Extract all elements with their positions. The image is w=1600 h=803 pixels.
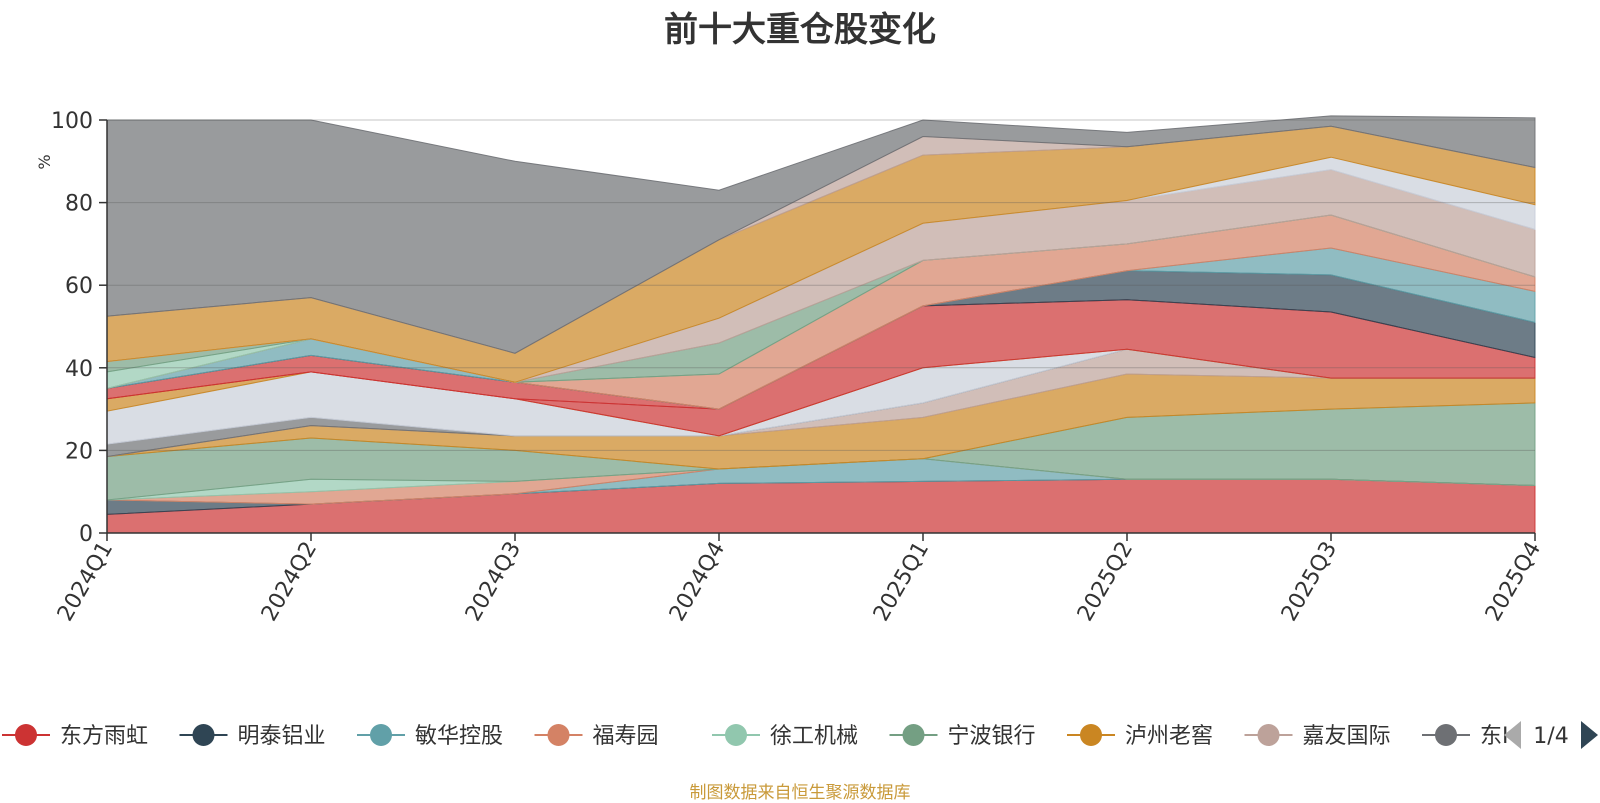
area-series-22[interactable] <box>106 115 1536 354</box>
legend: 东方雨虹 明泰铝业 敏华控股 福寿园 徐工机械 宁波银行 泸州老窖 嘉友国际 东I 1/4 <box>2 721 1598 749</box>
legend-label: 敏华控股 <box>415 724 503 749</box>
legend-item[interactable]: 嘉友国际 <box>1244 724 1391 749</box>
legend-next-page-icon[interactable] <box>1581 721 1598 749</box>
legend-marker-icon <box>725 724 747 746</box>
x-tick-label: 2025Q1 <box>869 538 934 626</box>
x-tick-label: 2024Q4 <box>665 538 730 626</box>
legend-item[interactable]: 东I <box>1422 724 1509 749</box>
x-tick-label: 2025Q3 <box>1277 538 1342 626</box>
source-note: 制图数据来自恒生聚源数据库 <box>689 783 911 803</box>
x-tick-label: 2025Q2 <box>1073 538 1138 626</box>
legend-marker-icon <box>15 724 37 746</box>
y-tick-label: 100 <box>51 109 93 134</box>
legend-label: 宁波银行 <box>948 724 1036 749</box>
legend-marker-icon <box>1080 724 1102 746</box>
legend-item[interactable]: 徐工机械 <box>712 724 858 749</box>
x-tick-label: 2025Q4 <box>1481 538 1546 626</box>
y-axis-label: % <box>35 154 54 169</box>
legend-marker-icon <box>1257 724 1280 746</box>
legend-item[interactable]: 东方雨虹 <box>2 724 148 749</box>
legend-label: 东I <box>1480 724 1509 749</box>
legend-label: 泸州老窖 <box>1125 724 1213 749</box>
legend-item[interactable]: 福寿园 <box>534 724 659 749</box>
legend-prev-page-icon[interactable] <box>1504 721 1521 749</box>
y-tick-label: 40 <box>65 357 93 382</box>
x-tick-label: 2024Q1 <box>53 538 118 626</box>
x-tick-label: 2024Q3 <box>461 538 526 626</box>
legend-page-indicator: 1/4 <box>1533 724 1568 749</box>
legend-item[interactable]: 宁波银行 <box>889 724 1036 749</box>
legend-label: 嘉友国际 <box>1303 724 1391 749</box>
y-tick-label: 20 <box>65 439 93 464</box>
legend-marker-icon <box>547 724 570 746</box>
legend-item[interactable]: 明泰铝业 <box>179 724 326 749</box>
legend-item[interactable]: 敏华控股 <box>357 724 503 749</box>
chart-title: 前十大重仓股变化 <box>664 10 936 50</box>
legend-label: 明泰铝业 <box>238 724 326 749</box>
legend-label: 东方雨虹 <box>60 724 148 749</box>
x-tick-label: 2024Q2 <box>257 538 322 626</box>
legend-label: 徐工机械 <box>770 724 858 749</box>
legend-marker-icon <box>1435 724 1457 746</box>
legend-marker-icon <box>902 724 925 746</box>
area-series-layer <box>106 115 1536 534</box>
y-tick-label: 60 <box>65 274 93 299</box>
legend-label: 福寿园 <box>593 724 659 749</box>
legend-marker-icon <box>370 724 392 746</box>
y-tick-label: 0 <box>79 522 93 547</box>
legend-marker-icon <box>192 724 215 746</box>
y-tick-label: 80 <box>65 192 93 217</box>
grid-layer <box>107 119 1535 451</box>
legend-item[interactable]: 泸州老窖 <box>1067 724 1213 749</box>
